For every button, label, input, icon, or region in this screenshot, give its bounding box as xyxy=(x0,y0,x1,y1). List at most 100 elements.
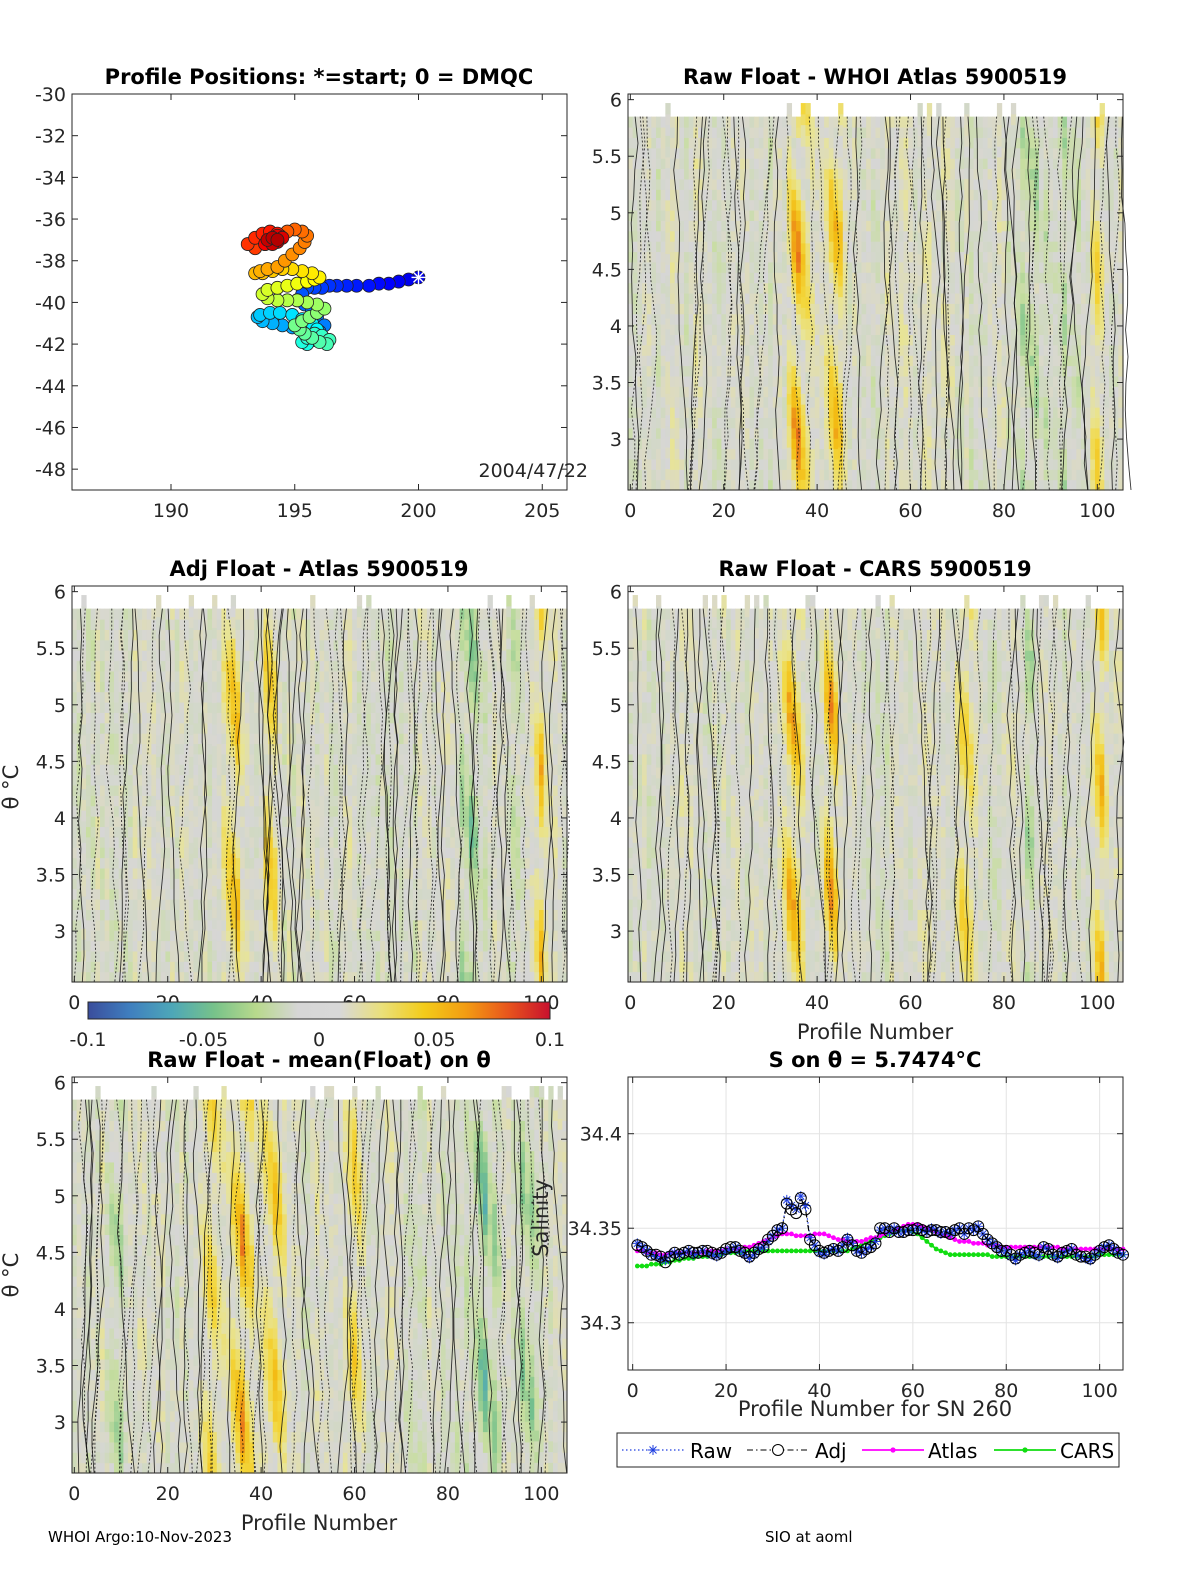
heatmap-cell xyxy=(954,116,961,128)
heatmap-cell xyxy=(1043,127,1049,138)
heatmap-cell xyxy=(814,438,821,450)
heatmap-cell xyxy=(642,386,648,398)
heatmap-cell xyxy=(814,292,821,304)
heatmap-cell xyxy=(1108,292,1115,304)
heatmap-cell xyxy=(768,427,774,439)
heatmap-cell xyxy=(660,168,666,180)
heatmap-cell xyxy=(964,146,970,158)
heatmap-cell xyxy=(889,469,895,481)
heatmap-cell xyxy=(996,285,1003,298)
heatmap-cell xyxy=(151,816,157,828)
heatmap-cell xyxy=(987,189,993,201)
heatmap-cell xyxy=(856,178,863,190)
heatmap-cell xyxy=(632,137,638,149)
heatmap-cell xyxy=(833,334,839,346)
heatmap-cell xyxy=(1080,292,1087,304)
heatmap-cell xyxy=(156,638,162,650)
heatmap-cell xyxy=(184,878,190,890)
heatmap-cell xyxy=(1085,469,1091,481)
heatmap-cell xyxy=(796,344,802,356)
heatmap-cell xyxy=(819,375,825,387)
heatmap-cell xyxy=(109,733,115,745)
heatmap-cell xyxy=(156,616,162,628)
heatmap-cell xyxy=(800,382,807,394)
heatmap-cell xyxy=(1099,210,1105,222)
heatmap-cell xyxy=(763,386,769,398)
heatmap-cell xyxy=(1113,365,1119,377)
heatmap-cell xyxy=(931,469,937,481)
heatmap-cell xyxy=(912,303,919,315)
heatmap-cell xyxy=(805,285,811,298)
heatmap-cell xyxy=(118,867,124,879)
heatmap-cell xyxy=(128,940,134,952)
heatmap-cell xyxy=(749,220,755,232)
heatmap-cell xyxy=(964,350,970,362)
heatmap-cell xyxy=(128,608,134,620)
heatmap-cell xyxy=(852,396,858,408)
heatmap-cell xyxy=(123,743,129,755)
heatmap-cell xyxy=(142,639,148,651)
heatmap-cell xyxy=(1076,396,1082,408)
heatmap-cell xyxy=(174,670,181,682)
heatmap-cell xyxy=(814,158,821,170)
heatmap-cell xyxy=(104,888,110,900)
heatmap-cell xyxy=(632,272,638,284)
heatmap-cell xyxy=(651,355,657,367)
heatmap-cell xyxy=(777,137,783,149)
heatmap-cell xyxy=(978,458,984,470)
heatmap-cell xyxy=(132,909,138,921)
heatmap-cell xyxy=(646,209,652,221)
heatmap-cell xyxy=(114,940,120,952)
heatmap-cell xyxy=(1062,127,1068,138)
heatmap-cell xyxy=(973,365,979,377)
heatmap-cell xyxy=(926,221,933,233)
heatmap-cell xyxy=(670,438,676,450)
heatmap-cell xyxy=(777,427,783,439)
heatmap-cell xyxy=(740,365,746,377)
heatmap-cell xyxy=(796,147,802,159)
heatmap-cell xyxy=(151,950,157,962)
heatmap-cell xyxy=(1006,448,1012,460)
heatmap-cell xyxy=(123,701,129,713)
heatmap-cell xyxy=(940,189,947,201)
heatmap-cell xyxy=(1099,328,1105,341)
heatmap-cell xyxy=(184,961,190,973)
heatmap-cell xyxy=(870,220,877,232)
heatmap-cell xyxy=(852,303,858,315)
heatmap-cell xyxy=(950,427,956,439)
heatmap-cell xyxy=(656,251,662,263)
heatmap-cell xyxy=(90,795,96,807)
heatmap-cell xyxy=(679,427,685,439)
heatmap-cell xyxy=(1118,272,1124,284)
heatmap-cell xyxy=(86,650,92,662)
y-tick-label: 3.5 xyxy=(592,373,622,395)
heatmap-cell xyxy=(912,158,919,170)
y-tick-label: 4 xyxy=(610,316,622,338)
heatmap-cell xyxy=(842,282,849,294)
heatmap-cell xyxy=(716,261,722,273)
heatmap-cell xyxy=(917,189,923,201)
heatmap-cell xyxy=(1024,334,1031,346)
heatmap-cell xyxy=(1113,209,1119,221)
heatmap-cell xyxy=(86,888,92,900)
heatmap-cell xyxy=(660,127,666,138)
heatmap-cell xyxy=(1118,303,1124,315)
heatmap-cell xyxy=(160,971,166,983)
heatmap-cell xyxy=(870,386,877,398)
heatmap-cell xyxy=(917,339,923,351)
heatmap-cell xyxy=(796,230,802,242)
heatmap-cell xyxy=(179,857,185,869)
heatmap-cell xyxy=(1099,103,1105,115)
heatmap-cell xyxy=(833,251,839,263)
heatmap-cell xyxy=(772,334,779,346)
heatmap-cell xyxy=(922,324,928,336)
heatmap-cell xyxy=(936,479,942,491)
heatmap-cell xyxy=(674,375,680,387)
heatmap-cell xyxy=(838,167,844,179)
heatmap-cell xyxy=(903,189,909,201)
heatmap-cell xyxy=(730,355,737,367)
heatmap-cell xyxy=(674,189,680,201)
heatmap-cell xyxy=(86,909,92,921)
heatmap-cell xyxy=(1057,168,1063,180)
heatmap-cell xyxy=(1066,427,1073,439)
